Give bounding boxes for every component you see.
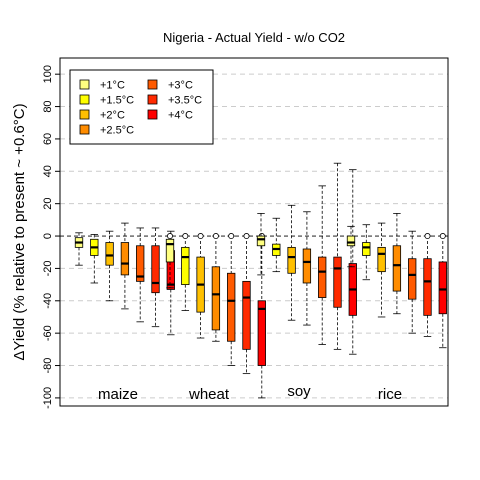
y-tick-label: -40 — [42, 293, 54, 309]
legend-label: +1.5°C — [100, 95, 134, 107]
box-rice — [423, 233, 432, 337]
box-plots — [74, 162, 447, 399]
box-rice — [377, 222, 386, 318]
box-body — [287, 246, 296, 274]
crop-labels: maize wheat soy rice — [98, 383, 402, 403]
y-axis: -100 -80 -60 -40 -20 0 20 40 60 80 100 — [42, 65, 60, 409]
legend-label: +3.5°C — [168, 95, 202, 107]
y-tick-label: 20 — [42, 198, 54, 210]
box-body — [256, 235, 266, 247]
legend-label: +4°C — [168, 110, 193, 122]
outlier-point — [197, 233, 204, 240]
box-rice — [392, 212, 402, 315]
y-tick-label: 100 — [42, 65, 54, 83]
box-body — [136, 245, 145, 282]
box-body — [318, 256, 327, 298]
box-body — [377, 246, 386, 273]
legend-label: +3°C — [168, 80, 193, 92]
box-body — [181, 246, 190, 286]
box-body — [392, 245, 402, 292]
box-body — [302, 248, 312, 284]
outlier-point — [424, 233, 431, 240]
legend-swatch — [79, 109, 90, 120]
outlier-point — [439, 233, 446, 240]
box-maize — [105, 230, 114, 302]
box-body — [438, 261, 447, 315]
plot-frame — [59, 57, 449, 407]
box-body — [227, 272, 236, 342]
y-tick-label: -20 — [42, 260, 54, 276]
box-rice — [362, 224, 371, 281]
box-body — [346, 235, 356, 247]
box-rice — [438, 233, 447, 349]
box-maize — [74, 232, 84, 266]
outlier-point — [228, 233, 235, 240]
box-wheat — [165, 233, 175, 289]
box-maize — [151, 227, 160, 328]
outlier-point — [182, 233, 189, 240]
crop-label: rice — [378, 386, 402, 403]
box-wheat — [211, 233, 221, 342]
box-wheat — [227, 233, 236, 366]
box-maize — [120, 222, 130, 310]
box-body — [408, 258, 417, 300]
box-soy — [256, 212, 266, 276]
box-body — [257, 300, 266, 366]
crop-label: soy — [287, 383, 311, 400]
box-soy — [318, 185, 327, 345]
box-soy — [287, 204, 296, 321]
box-wheat — [196, 233, 205, 339]
box-body — [333, 256, 342, 308]
outlier-point — [166, 233, 173, 240]
box-wheat — [242, 233, 251, 375]
legend-label: +2°C — [100, 110, 125, 122]
y-axis-label: ΔYield (% relative to present ~ +0.6°C) — [11, 103, 28, 360]
outlier-point — [212, 233, 219, 240]
box-body — [362, 242, 371, 256]
y-tick-label: 0 — [42, 233, 54, 239]
box-soy — [302, 211, 312, 326]
y-tick-label: -80 — [42, 358, 54, 374]
box-wheat — [181, 233, 190, 311]
legend-label: +2.5°C — [100, 125, 134, 137]
box-body — [105, 242, 114, 266]
box-soy — [333, 162, 342, 350]
box-body — [423, 258, 432, 316]
chart-title: Nigeria - Actual Yield - w/o CO2 — [163, 30, 345, 45]
y-tick-label: -60 — [42, 325, 54, 341]
legend-label: +1°C — [100, 80, 125, 92]
box-wheat — [257, 233, 266, 399]
legend-swatch — [79, 124, 90, 135]
legend-swatch — [79, 79, 90, 90]
legend-box — [69, 69, 214, 145]
outlier-point — [243, 233, 250, 240]
box-soy — [272, 217, 281, 273]
box-rice — [408, 230, 417, 334]
box-body — [165, 238, 175, 263]
legend-swatch — [147, 94, 158, 105]
legend: +1°C +1.5°C +2°C +2.5°C +3°C +3.5°C +4°C — [69, 69, 214, 145]
crop-label: maize — [98, 386, 138, 403]
legend-swatch — [147, 109, 158, 120]
y-tick-label: 40 — [42, 165, 54, 177]
box-body — [211, 266, 221, 331]
box-body — [120, 242, 130, 276]
box-soy — [348, 169, 357, 355]
y-tick-label: 80 — [42, 100, 54, 112]
legend-swatch — [79, 94, 90, 105]
box-body — [242, 280, 251, 350]
legend-swatch — [147, 79, 158, 90]
y-tick-label: 60 — [42, 133, 54, 145]
box-rice — [346, 225, 356, 268]
y-tick-label: -100 — [42, 387, 54, 409]
crop-label: wheat — [188, 386, 230, 403]
box-body — [151, 245, 160, 294]
box-maize — [90, 234, 99, 284]
box-maize — [136, 227, 145, 323]
